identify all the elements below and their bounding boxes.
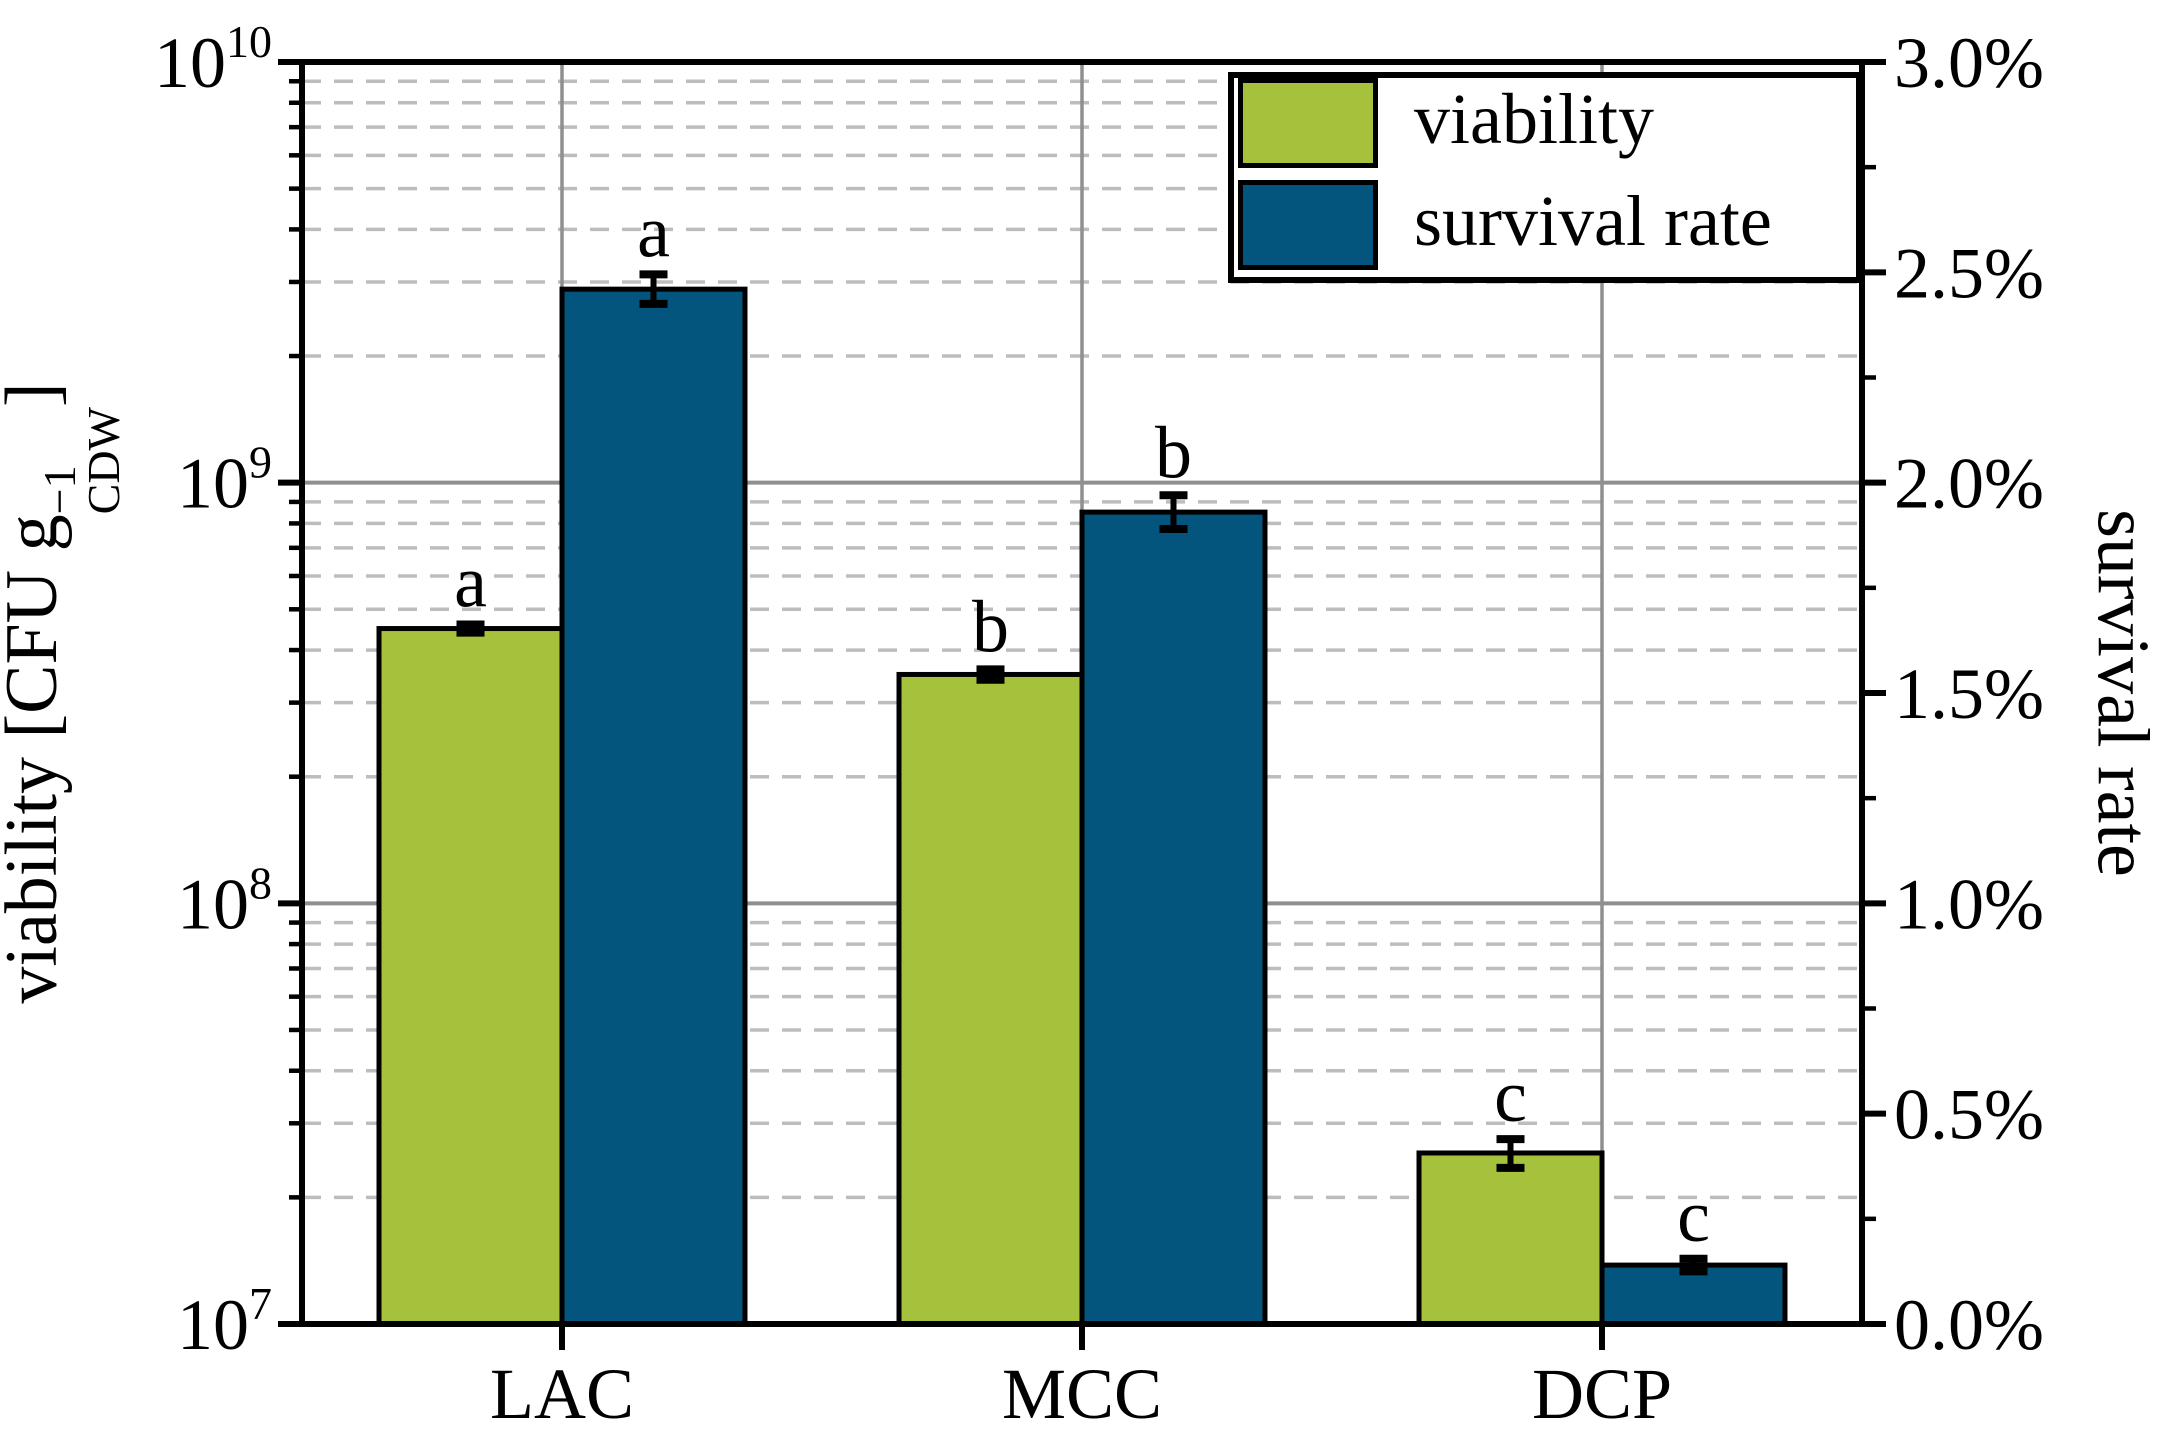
right-tick-label-2.5%: 2.5% — [1894, 233, 2044, 313]
letter-survival-rate-DCP: c — [1677, 1176, 1710, 1258]
left-axis-title-suffix: ] — [0, 382, 73, 407]
legend-item-survival-rate: survival rate — [1234, 180, 1856, 270]
left-axis-title-sup: −1 — [34, 465, 86, 515]
left-axis-title-sub: CDW — [78, 407, 130, 515]
error-bar-viability-MCC — [976, 665, 1005, 684]
right-tick-label-1.5%: 1.5% — [1894, 654, 2044, 734]
error-bar-survival-rate-DCP — [1679, 1254, 1708, 1276]
left-axis-title-supsub: −1 CDW — [34, 407, 130, 515]
bar-viability-LAC — [376, 626, 565, 1327]
right-tick-label-0.5%: 0.5% — [1894, 1075, 2044, 1155]
error-bar-survival-rate-MCC — [1159, 491, 1188, 533]
significance-letters: a a b b c c — [454, 191, 1710, 1257]
left-tick-label-1e7: 107 — [177, 1278, 272, 1365]
left-tick-label-1e9: 109 — [177, 437, 272, 524]
letter-survival-rate-MCC: b — [1155, 412, 1192, 494]
left-tick-label-1e10: 1010 — [154, 16, 272, 103]
error-bar-survival-rate-LAC — [639, 270, 668, 308]
bar-viability-DCP — [1416, 1150, 1605, 1327]
bar-survival-rate-LAC — [559, 286, 748, 1327]
error-bar-viability-LAC — [456, 620, 485, 637]
letter-viability-MCC: b — [972, 586, 1009, 668]
legend: viability survival rate — [1228, 72, 1862, 283]
error-bar-viability-DCP — [1496, 1135, 1525, 1172]
right-tick-label-0.0%: 0.0% — [1894, 1285, 2044, 1365]
right-tick-label-2.0%: 2.0% — [1894, 444, 2044, 524]
legend-label-viability: viability — [1414, 79, 1654, 160]
tick-labels: 1010 109 108 107 3.0% 2.5% 2.0% 1.5% 1.0% 0.5% 0.0… — [154, 16, 2044, 1434]
right-axis-title: survival rate — [2081, 509, 2164, 877]
letter-viability-DCP: c — [1494, 1056, 1527, 1138]
legend-swatch-viability — [1238, 78, 1378, 168]
letter-survival-rate-LAC: a — [637, 191, 670, 273]
letter-viability-LAC: a — [454, 542, 487, 624]
legend-swatch-survival-rate — [1238, 180, 1378, 270]
right-tick-label-3.0%: 3.0% — [1894, 23, 2044, 103]
x-tick-label-LAC: LAC — [490, 1354, 634, 1434]
error-bars — [456, 270, 1708, 1276]
x-tick-label-MCC: MCC — [1002, 1354, 1162, 1434]
legend-item-viability: viability — [1234, 78, 1856, 168]
right-tick-label-1.0%: 1.0% — [1894, 864, 2044, 944]
bar-viability-MCC — [896, 671, 1085, 1327]
left-axis-title-prefix: viability [CFU g — [0, 514, 74, 1004]
left-tick-label-1e8: 108 — [177, 857, 272, 944]
legend-label-survival-rate: survival rate — [1414, 181, 1772, 262]
axis-ticks — [278, 59, 1886, 1350]
bar-survival-rate-MCC — [1079, 509, 1268, 1327]
x-tick-label-DCP: DCP — [1532, 1354, 1672, 1434]
